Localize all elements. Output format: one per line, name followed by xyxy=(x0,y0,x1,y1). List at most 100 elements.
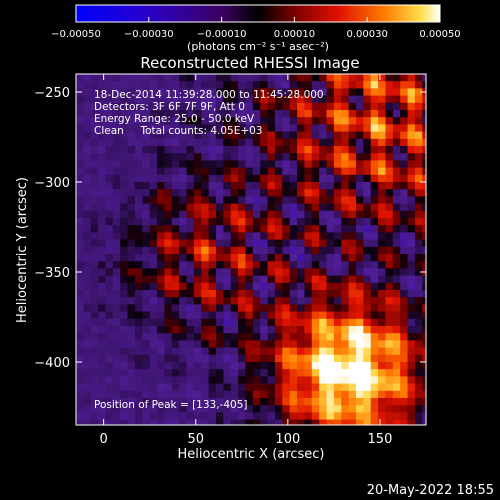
heatmap-cell xyxy=(400,196,408,204)
heatmap-cell xyxy=(348,95,357,104)
heatmap-cell xyxy=(76,290,84,298)
heatmap-cell xyxy=(422,304,426,312)
heatmap-cell xyxy=(341,182,350,190)
heatmap-cell xyxy=(260,347,268,356)
heatmap-cell xyxy=(120,210,128,219)
heatmap-cell xyxy=(223,239,232,248)
heatmap-cell xyxy=(385,160,394,168)
heatmap-cell xyxy=(407,218,416,226)
heatmap-cell xyxy=(216,232,224,240)
heatmap-cell xyxy=(134,196,143,204)
heatmap-cell xyxy=(120,74,128,82)
heatmap-cell xyxy=(341,196,350,204)
heatmap-cell xyxy=(120,304,128,312)
heatmap-cell xyxy=(422,102,426,111)
heatmap-cell xyxy=(142,138,151,147)
heatmap-cell xyxy=(304,225,313,233)
heatmap-cell xyxy=(208,369,217,377)
heatmap-cell xyxy=(142,131,151,140)
heatmap-cell xyxy=(134,225,143,233)
heatmap-cell xyxy=(297,174,305,183)
heatmap-cell xyxy=(304,412,313,420)
heatmap-cell xyxy=(392,282,401,291)
heatmap-cell xyxy=(164,246,173,255)
heatmap-cell xyxy=(120,167,128,176)
heatmap-cell xyxy=(238,117,246,125)
heatmap-cell xyxy=(333,340,342,348)
heatmap-cell xyxy=(164,362,173,370)
heatmap-cell xyxy=(341,189,350,197)
heatmap-cell xyxy=(311,131,320,140)
heatmap-cell xyxy=(98,362,106,370)
heatmap-cell xyxy=(83,275,92,284)
heatmap-cell xyxy=(223,383,232,392)
heatmap-cell xyxy=(223,246,232,255)
heatmap-cell xyxy=(407,196,416,204)
heatmap-cell xyxy=(422,225,426,233)
heatmap-cell xyxy=(112,297,121,305)
heatmap-cell xyxy=(201,117,210,125)
heatmap-cell xyxy=(304,340,313,348)
heatmap-cell xyxy=(149,398,158,406)
heatmap-cell xyxy=(193,189,202,197)
heatmap-cell xyxy=(134,203,143,212)
heatmap-cell xyxy=(392,290,401,298)
heatmap-cell xyxy=(363,232,372,240)
heatmap-cell xyxy=(112,282,121,291)
heatmap-cell xyxy=(90,282,99,291)
heatmap-cell xyxy=(260,146,268,154)
heatmap-cell xyxy=(326,146,335,154)
heatmap-cell xyxy=(120,232,128,240)
heatmap-cell xyxy=(422,290,426,298)
heatmap-cell xyxy=(208,95,217,104)
heatmap-cell xyxy=(238,311,246,320)
heatmap-cell xyxy=(149,369,158,377)
heatmap-cell xyxy=(407,326,416,334)
heatmap-cell xyxy=(105,160,114,168)
heatmap-cell xyxy=(422,318,426,327)
heatmap-cell xyxy=(304,232,313,240)
heatmap-cell xyxy=(319,146,327,154)
heatmap-cell xyxy=(385,326,394,334)
heatmap-cell xyxy=(400,268,408,276)
heatmap-cell xyxy=(282,383,291,392)
heatmap-cell xyxy=(171,290,180,298)
heatmap-cell xyxy=(326,203,335,212)
heatmap-cell xyxy=(274,412,283,420)
heatmap-cell xyxy=(98,311,106,320)
heatmap-cell xyxy=(392,167,401,176)
heatmap-cell xyxy=(238,167,246,176)
heatmap-cell xyxy=(289,304,298,312)
heatmap-cell xyxy=(171,102,180,111)
heatmap-cell xyxy=(216,225,224,233)
heatmap-cell xyxy=(120,131,128,140)
heatmap-cell xyxy=(370,203,379,212)
heatmap-cell xyxy=(157,174,165,183)
heatmap-cell xyxy=(392,304,401,312)
heatmap-cell xyxy=(333,254,342,262)
heatmap-cell xyxy=(363,88,372,96)
heatmap-cell xyxy=(230,153,239,161)
heatmap-cell xyxy=(164,167,173,176)
heatmap-cell xyxy=(179,347,187,356)
heatmap-cell xyxy=(208,182,217,190)
heatmap-cell xyxy=(282,196,291,204)
heatmap-cell xyxy=(223,398,232,406)
heatmap-cell xyxy=(414,282,423,291)
heatmap-cell xyxy=(112,390,121,399)
heatmap-cell xyxy=(149,102,158,111)
heatmap-cell xyxy=(274,405,283,413)
heatmap-cell xyxy=(142,88,151,96)
heatmap-cell xyxy=(333,88,342,96)
heatmap-cell xyxy=(385,138,394,147)
heatmap-cell xyxy=(201,333,210,341)
heatmap-cell xyxy=(252,405,261,413)
heatmap-cell xyxy=(385,268,394,276)
heatmap-cell xyxy=(186,167,195,176)
heatmap-cell xyxy=(164,74,173,82)
heatmap-cell xyxy=(297,311,305,320)
heatmap-cell xyxy=(223,268,232,276)
heatmap-cell xyxy=(216,398,224,406)
heatmap-cell xyxy=(267,167,276,176)
heatmap-cell xyxy=(76,412,84,420)
